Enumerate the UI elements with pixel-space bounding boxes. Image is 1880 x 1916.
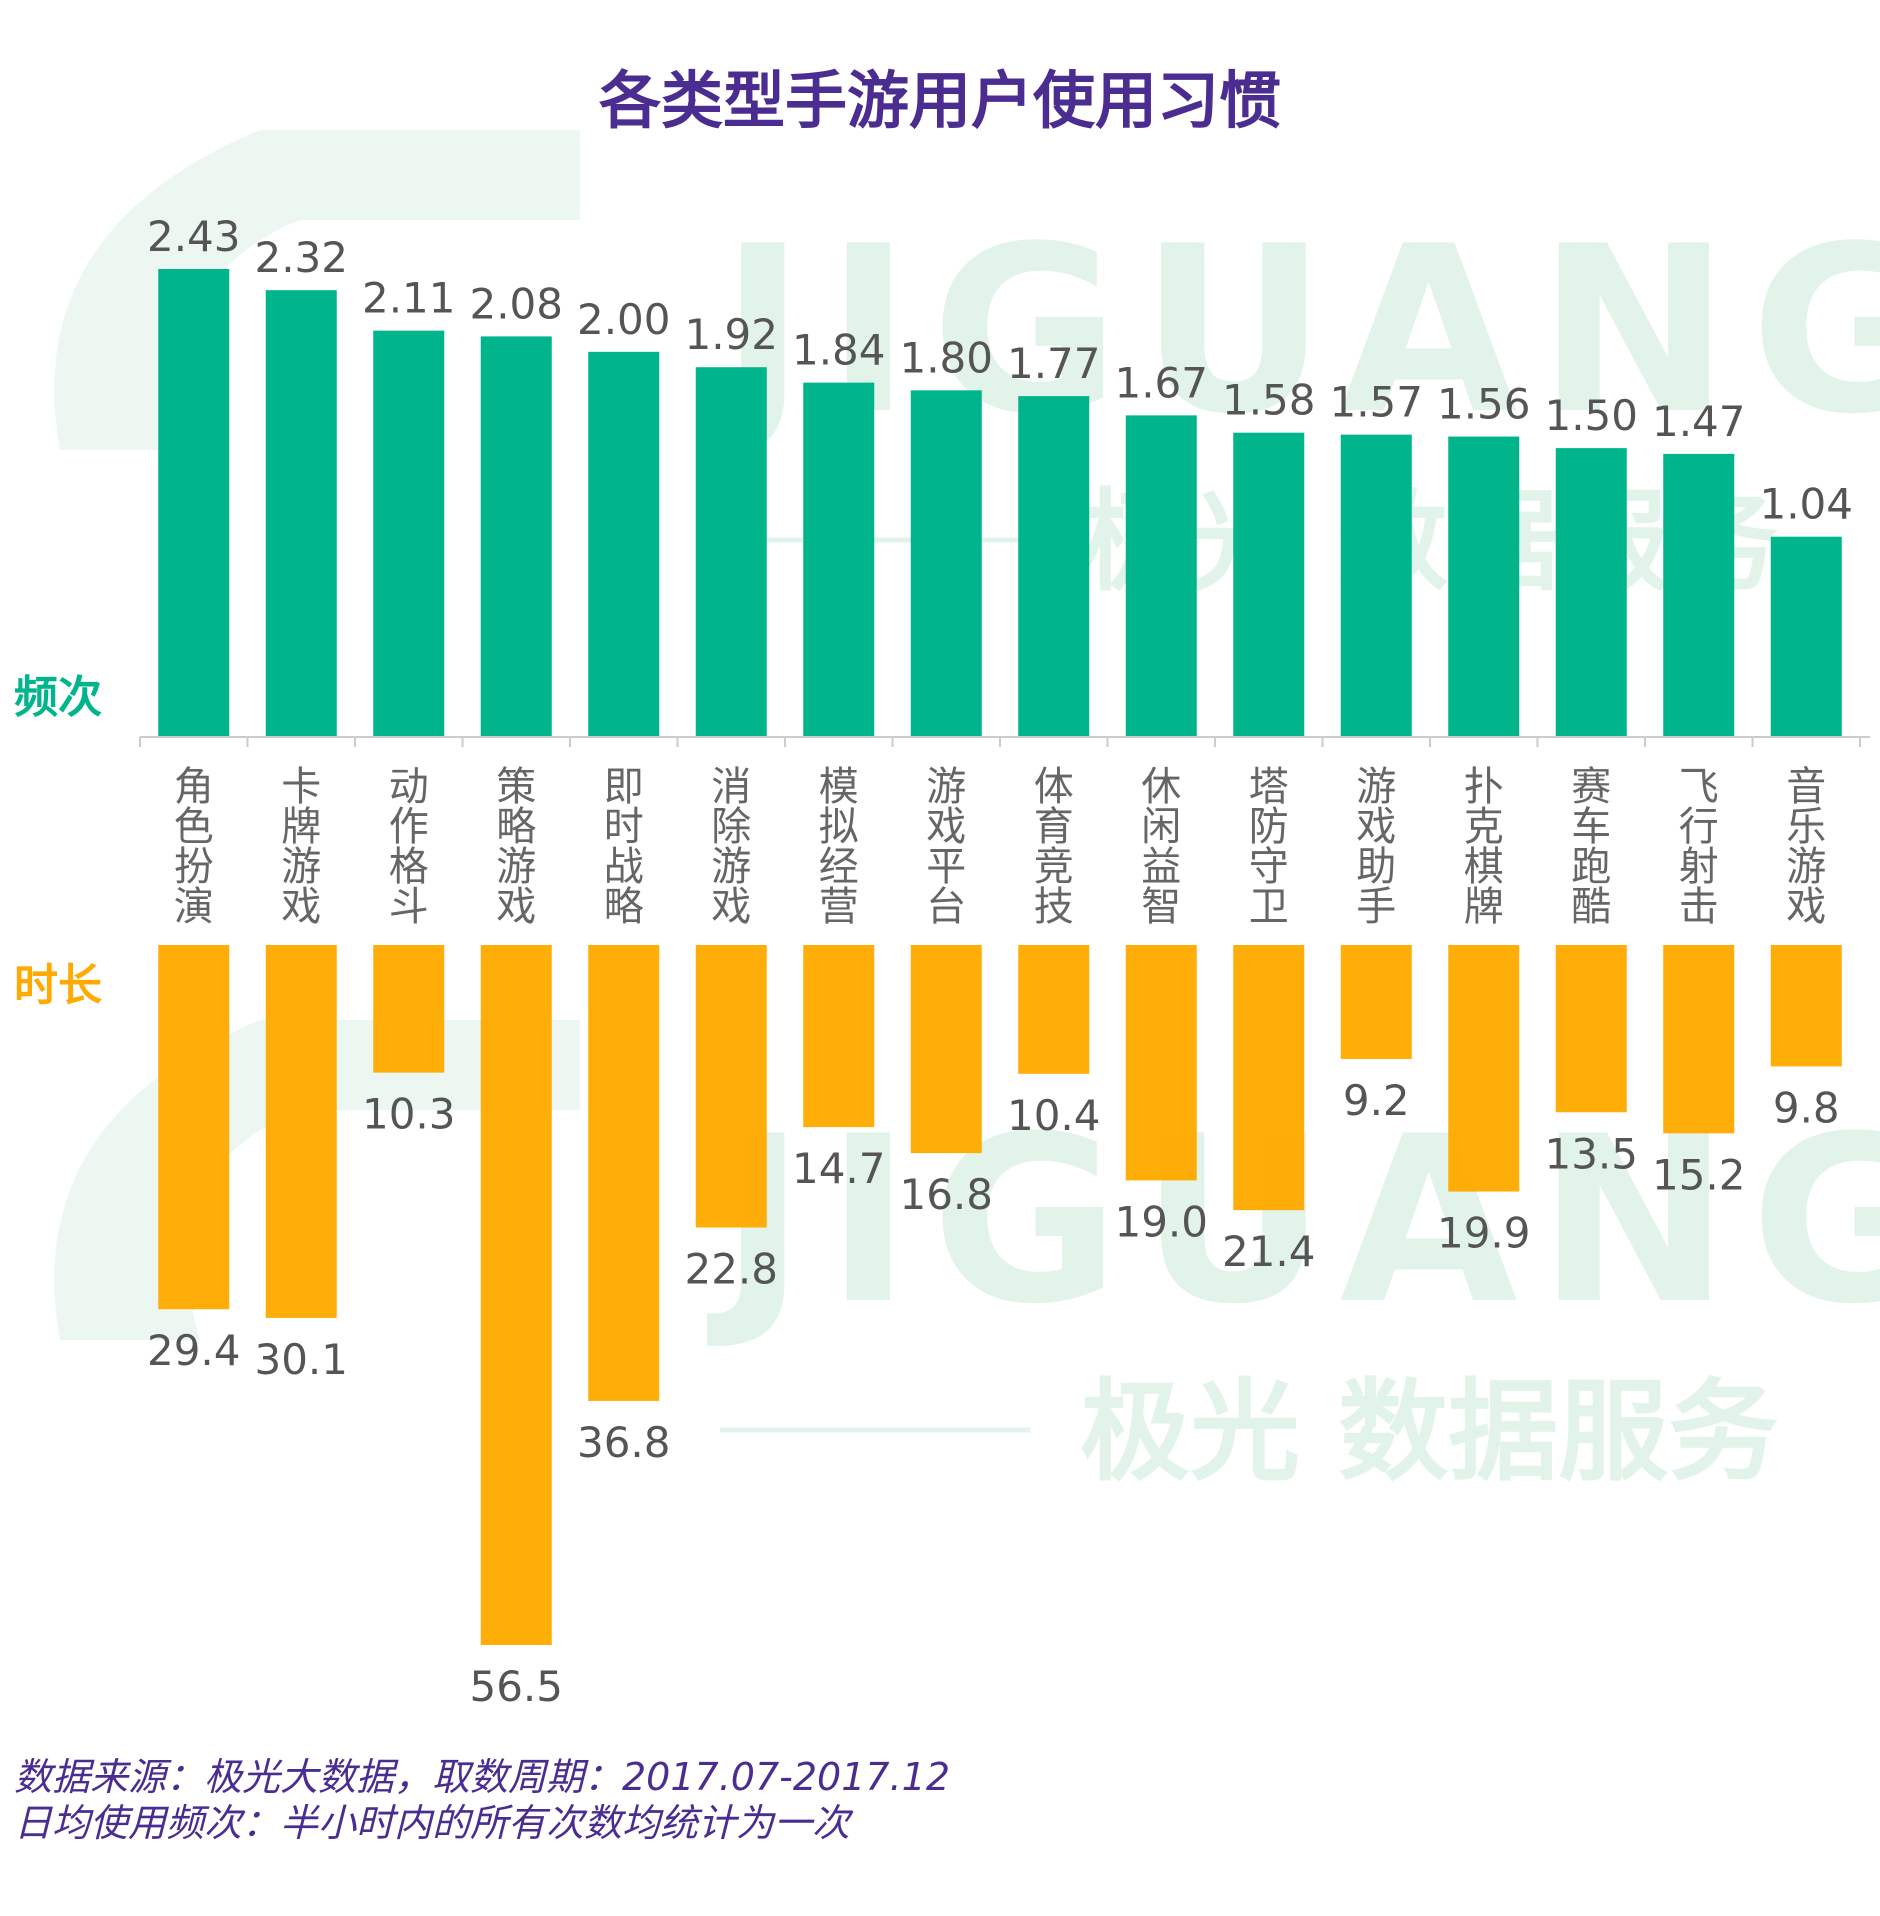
duration-bar	[1018, 945, 1090, 1074]
frequency-value-label: 1.84	[792, 326, 886, 375]
category-label: 角色扮演	[174, 764, 214, 930]
frequency-value-label: 1.47	[1652, 397, 1746, 446]
definition-note: 日均使用频次：半小时内的所有次数均统计为一次	[14, 1801, 854, 1845]
duration-bar	[1663, 945, 1735, 1134]
duration-bar	[1340, 945, 1412, 1059]
duration-value-label: 21.4	[1222, 1227, 1316, 1276]
frequency-bar	[1770, 536, 1842, 737]
frequency-value-label: 2.00	[577, 295, 671, 344]
frequency-value-label: 1.80	[899, 333, 993, 382]
duration-bar	[910, 945, 982, 1154]
frequency-value-label: 1.04	[1759, 480, 1853, 529]
category-label: 策略游戏	[496, 764, 536, 930]
duration-bar	[1448, 945, 1520, 1192]
category-label: 飞行射击	[1679, 764, 1719, 930]
duration-value-label: 10.3	[362, 1090, 456, 1139]
duration-bar	[158, 945, 230, 1310]
frequency-bar	[695, 367, 767, 737]
category-label: 动作格斗	[389, 764, 429, 930]
category-label: 休闲益智	[1141, 764, 1181, 930]
category-label: 卡牌游戏	[281, 764, 321, 930]
source-note: 数据来源：极光大数据，取数周期：2017.07-2017.12	[14, 1755, 950, 1799]
duration-bar	[588, 945, 660, 1401]
duration-value-label: 29.4	[147, 1326, 241, 1375]
watermark-wordmark: JIGUANG	[707, 198, 1880, 465]
category-label: 塔防守卫	[1249, 764, 1289, 930]
frequency-bar	[1555, 448, 1627, 737]
frequency-bar	[480, 336, 552, 737]
category-label: 音乐游戏	[1786, 764, 1826, 930]
duration-value-label: 19.9	[1437, 1209, 1531, 1258]
duration-bar	[1555, 945, 1627, 1113]
watermark-tagline: 极光 数据服务	[1080, 1368, 1778, 1496]
duration-value-label: 15.2	[1652, 1150, 1746, 1199]
duration-value-label: 14.7	[792, 1144, 886, 1193]
duration-bar	[480, 945, 552, 1645]
category-label: 扑克棋牌	[1464, 764, 1504, 930]
category-label: 模拟经营	[819, 764, 859, 930]
chart-title: 各类型手游用户使用习惯	[599, 64, 1281, 137]
series-label-frequency: 频次	[14, 672, 102, 723]
frequency-bar	[1018, 396, 1090, 737]
frequency-value-label: 1.92	[684, 310, 778, 359]
duration-value-label: 36.8	[577, 1418, 671, 1467]
frequency-value-label: 1.77	[1007, 339, 1101, 388]
duration-value-label: 30.1	[254, 1335, 348, 1384]
frequency-bar	[588, 351, 660, 737]
frequency-value-label: 2.43	[147, 212, 241, 261]
duration-value-label: 9.2	[1343, 1076, 1410, 1125]
frequency-bar	[803, 382, 875, 737]
frequency-value-label: 1.56	[1437, 380, 1531, 429]
frequency-value-label: 1.58	[1222, 376, 1316, 425]
duration-bar	[1233, 945, 1305, 1211]
duration-value-label: 19.0	[1114, 1197, 1208, 1246]
series-label-duration: 时长	[14, 960, 102, 1011]
duration-bar	[1770, 945, 1842, 1067]
duration-bar	[373, 945, 445, 1073]
frequency-value-label: 2.11	[362, 274, 456, 323]
frequency-value-label: 1.57	[1329, 378, 1423, 427]
duration-value-label: 22.8	[684, 1244, 778, 1293]
duration-bar	[1125, 945, 1197, 1181]
frequency-bar	[1340, 434, 1412, 737]
frequency-bar	[373, 330, 445, 737]
duration-value-label: 9.8	[1773, 1083, 1840, 1132]
frequency-value-label: 2.08	[469, 279, 563, 328]
frequency-bar	[158, 269, 230, 737]
frequency-bar	[1448, 436, 1520, 737]
frequency-bar	[265, 290, 337, 737]
frequency-bar	[1663, 453, 1735, 737]
category-label: 游戏助手	[1356, 764, 1396, 930]
frequency-bar	[1233, 432, 1305, 737]
frequency-value-label: 1.50	[1544, 391, 1638, 440]
duration-value-label: 13.5	[1544, 1129, 1638, 1178]
bars	[158, 269, 1842, 1645]
frequency-bar	[1125, 415, 1197, 737]
duration-bar	[695, 945, 767, 1228]
duration-value-label: 56.5	[469, 1662, 563, 1711]
frequency-value-label: 2.32	[254, 233, 348, 282]
category-label: 体育竞技	[1034, 764, 1074, 930]
duration-value-label: 16.8	[899, 1170, 993, 1219]
frequency-value-label: 1.67	[1114, 358, 1208, 407]
category-label: 消除游戏	[711, 764, 751, 930]
duration-bar	[265, 945, 337, 1318]
duration-bar	[803, 945, 875, 1128]
duration-value-label: 10.4	[1007, 1091, 1101, 1140]
category-label: 赛车跑酷	[1571, 764, 1611, 930]
category-label: 即时战略	[604, 764, 644, 930]
category-label: 游戏平台	[926, 764, 966, 930]
frequency-bar	[910, 390, 982, 737]
